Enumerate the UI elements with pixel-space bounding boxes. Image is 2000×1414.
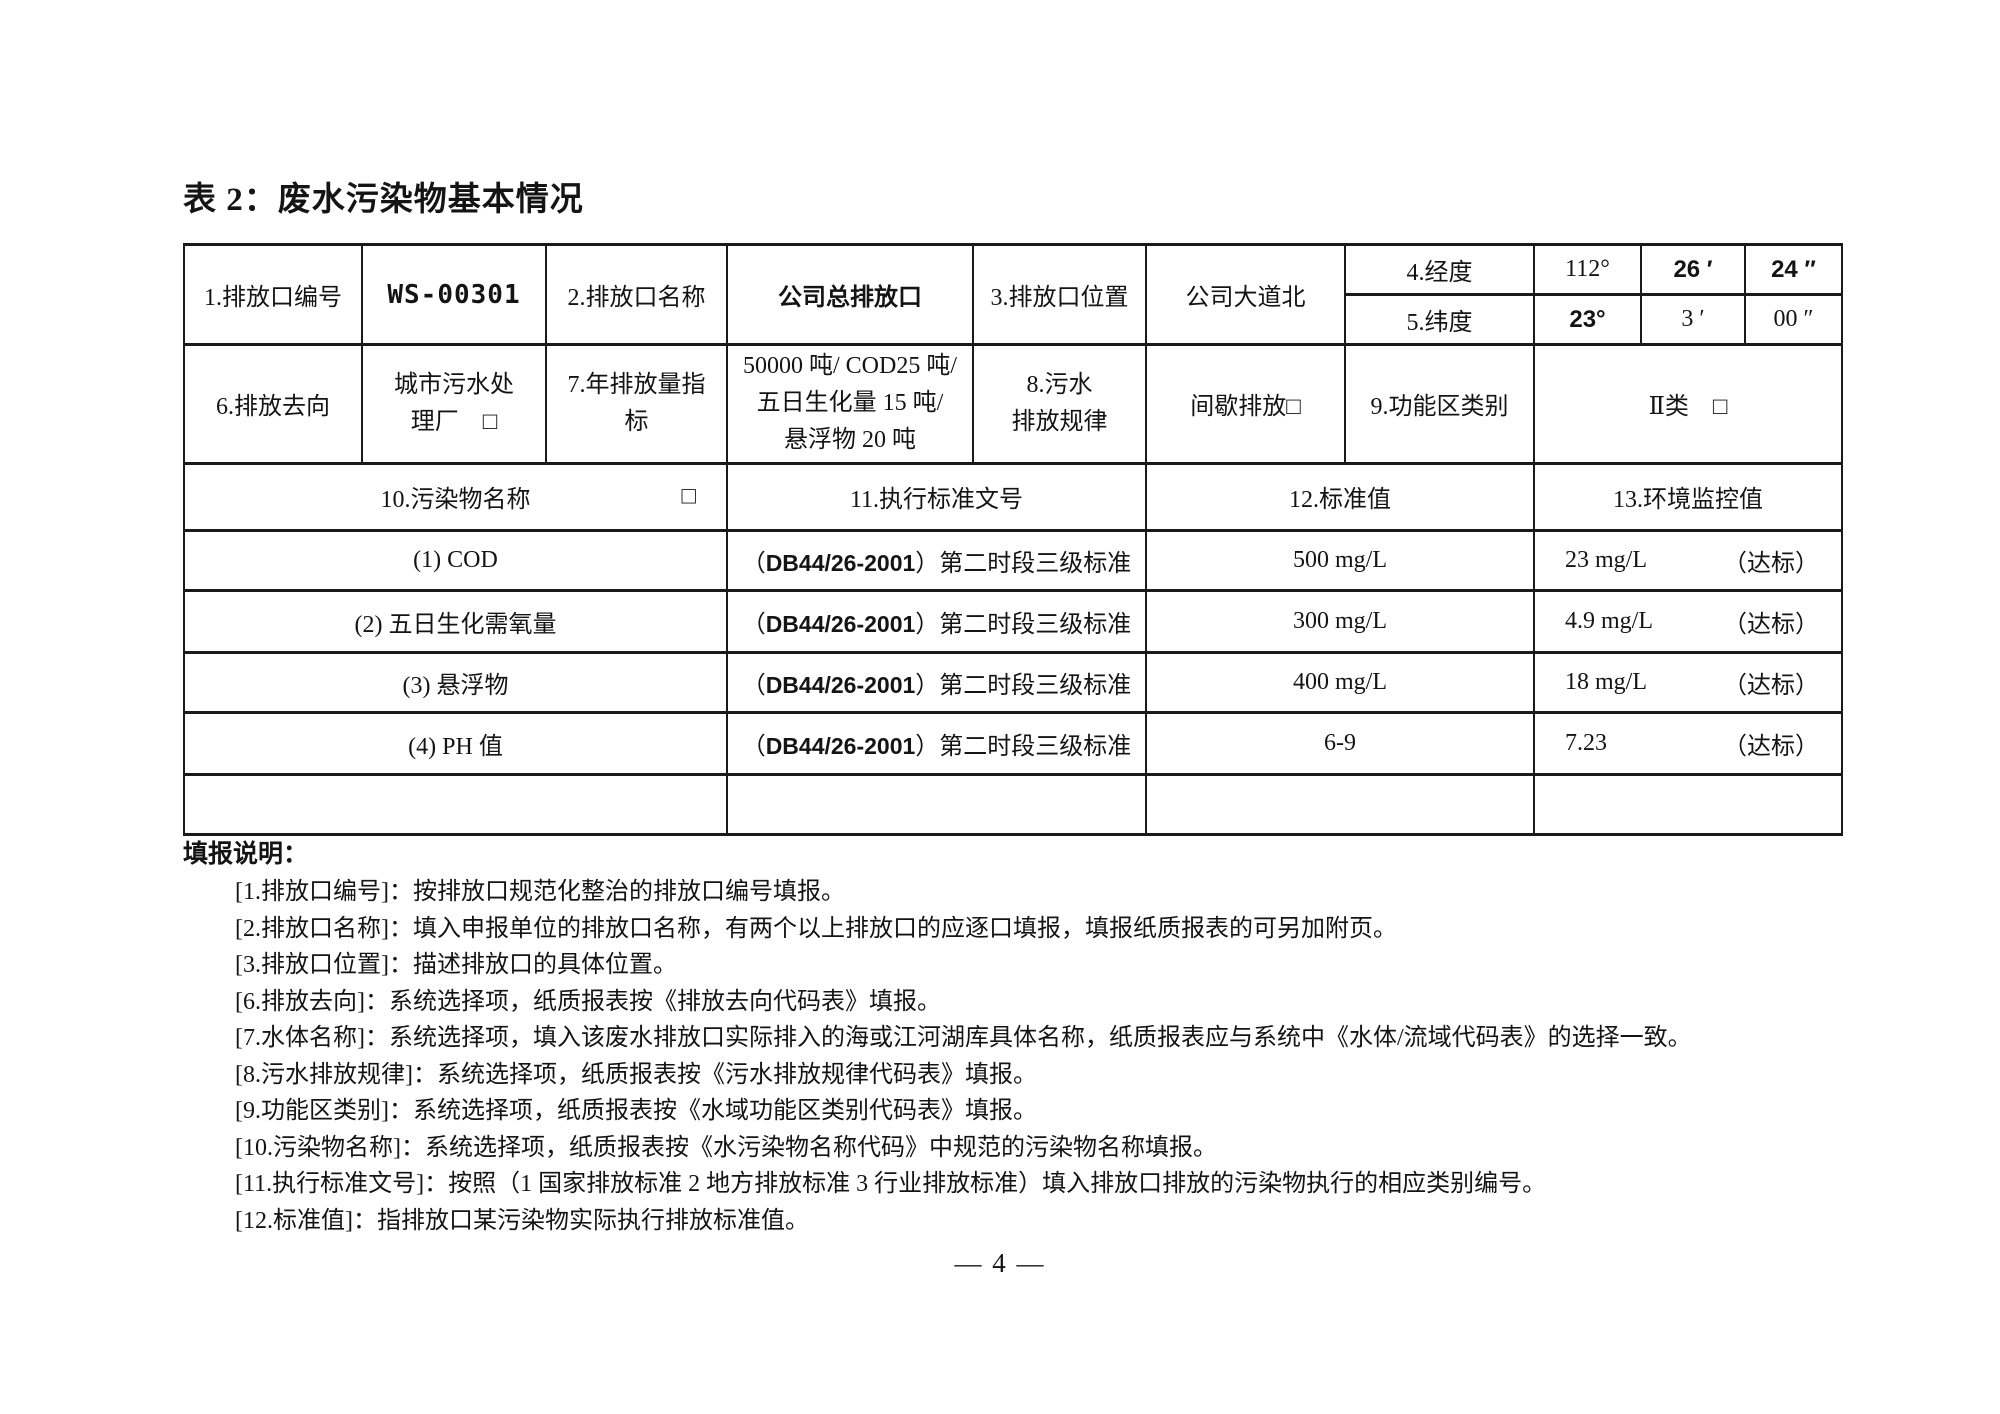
outlet-name-label: 2.排放口名称 (545, 243, 728, 346)
standard-code: DB44/26-2001 (765, 610, 916, 637)
longitude-minutes: 26 ′ (1640, 243, 1746, 296)
pollutant-monitor: 23 mg/L （达标） (1533, 528, 1843, 592)
discharge-destination-value: 城市污水处 理厂 □ (361, 343, 547, 465)
empty-row (183, 772, 1843, 836)
monitor-value: 23 mg/L (1565, 546, 1647, 573)
latitude-seconds: 00 ″ (1744, 293, 1843, 346)
table-row: 5.纬度 23° 3 ′ 00 ″ (184, 293, 1843, 346)
outlet-name-value: 公司总排放口 (726, 243, 974, 346)
standard-text: ）第二时段三级标准 (915, 672, 1132, 699)
note-line: [6.排放去向]：系统选择项，纸质报表按《排放去向代码表》填报。 (235, 988, 941, 1015)
pollutant-standard: （DB44/26-2001）第二时段三级标准 (726, 588, 1147, 654)
note-line: [9.功能区类别]：系统选择项，纸质报表按《水域功能区类别代码表》填报。 (235, 1098, 1037, 1124)
empty-cell (1145, 772, 1535, 836)
pollutant-standard: （DB44/26-2001）第二时段三级标准 (726, 650, 1147, 714)
longitude-label: 4.经度 (1344, 243, 1535, 296)
monitor-value: 7.23 (1565, 729, 1607, 756)
discharge-pattern-label: 8.污水 排放规律 (972, 343, 1147, 465)
table-row: 1.排放口编号 WS-00301 2.排放口名称 公司总排放口 3.排放口位置 … (183, 243, 1843, 346)
annual-discharge-value: 50000 吨/ COD25 吨/ 五日生化量 15 吨/ 悬浮物 20 吨 (726, 343, 974, 465)
wastewater-pollutant-table: 1.排放口编号 WS-00301 2.排放口名称 公司总排放口 3.排放口位置 … (183, 243, 1843, 836)
discharge-pattern-value: 间歇排放□ (1145, 343, 1346, 465)
page-title: 表 2：废水污染物基本情况 (183, 182, 584, 218)
outlet-location-label: 3.排放口位置 (972, 243, 1147, 346)
pollutant-row: (2) 五日生化需氧量 （DB44/26-2001）第二时段三级标准 300 m… (183, 588, 1843, 654)
pollutant-standard: （DB44/26-2001）第二时段三级标准 (726, 528, 1147, 592)
standard-code: DB44/26-2001 (765, 671, 916, 698)
note-line: [3.排放口位置]：描述排放口的具体位置。 (235, 952, 677, 978)
pollutant-name-header: 10.污染物名称 □ (183, 461, 728, 532)
pollutant-row: (3) 悬浮物 （DB44/26-2001）第二时段三级标准 400 mg/L … (183, 650, 1843, 714)
note-line: [11.执行标准文号]：按照（1 国家排放标准 2 地方排放标准 3 行业排放标… (235, 1171, 1547, 1197)
table-row: 6.排放去向 城市污水处 理厂 □ 7.年排放量指 标 50000 吨/ COD… (183, 343, 1843, 465)
pollutant-name: (4) PH 值 (183, 710, 728, 776)
monitor-status: （达标） (1723, 733, 1819, 760)
notes-heading: 填报说明： (183, 840, 309, 868)
standard-text: ）第二时段三级标准 (915, 733, 1132, 760)
latitude-minutes: 3 ′ (1640, 293, 1746, 346)
latitude-label: 5.纬度 (1344, 293, 1535, 346)
note-line: [2.排放口名称]：填入申报单位的排放口名称，有两个以上排放口的应逐口填报，填报… (235, 915, 1397, 942)
function-zone-value: Ⅱ类 □ (1533, 343, 1843, 465)
pollutant-name: (3) 悬浮物 (183, 650, 728, 714)
pollutant-standard: （DB44/26-2001）第二时段三级标准 (726, 710, 1147, 776)
standard-number-header: 11.执行标准文号 (726, 461, 1147, 532)
monitor-status: （达标） (1723, 550, 1819, 577)
filling-instructions: 填报说明： [1.排放口编号]：按排放口规范化整治的排放口编号填报。 [2.排放… (183, 834, 1923, 1239)
empty-cell (183, 772, 728, 836)
standard-text: ）第二时段三级标准 (915, 611, 1132, 638)
monitor-value: 18 mg/L (1565, 668, 1647, 695)
pollutant-monitor: 4.9 mg/L （达标） (1533, 588, 1843, 654)
latitude-degrees: 23° (1533, 293, 1642, 346)
monitor-value-header: 13.环境监控值 (1533, 461, 1843, 532)
note-line: [10.污染物名称]：系统选择项，纸质报表按《水污染物名称代码》中规范的污染物名… (235, 1134, 1217, 1161)
monitor-value: 4.9 mg/L (1565, 607, 1653, 634)
notes-list: [1.排放口编号]：按排放口规范化整治的排放口编号填报。 [2.排放口名称]：填… (183, 874, 1923, 1239)
outlet-number-label: 1.排放口编号 (183, 243, 363, 346)
standard-code: DB44/26-2001 (765, 732, 916, 759)
checkbox-icon: □ (681, 483, 697, 510)
monitor-status: （达标） (1723, 672, 1819, 699)
pollutant-limit: 6-9 (1145, 710, 1535, 776)
pollutant-monitor: 18 mg/L （达标） (1533, 650, 1843, 714)
standard-paren: （ (741, 672, 766, 699)
standard-paren: （ (741, 733, 766, 760)
longitude-degrees: 112° (1533, 243, 1642, 296)
outlet-number-value: WS-00301 (361, 243, 547, 346)
pollutant-name: (2) 五日生化需氧量 (183, 588, 728, 654)
standard-paren: （ (741, 550, 766, 577)
pollutant-row: (4) PH 值 （DB44/26-2001）第二时段三级标准 6-9 7.23… (183, 710, 1843, 776)
annual-discharge-label: 7.年排放量指 标 (545, 343, 728, 465)
pollutant-limit: 500 mg/L (1145, 528, 1535, 592)
note-line: [1.排放口编号]：按排放口规范化整治的排放口编号填报。 (235, 879, 845, 905)
note-line: [7.水体名称]：系统选择项，填入该废水排放口实际排入的海或江河湖库具体名称，纸… (235, 1025, 1692, 1051)
longitude-seconds: 24 ″ (1744, 243, 1843, 296)
pollutant-row: (1) COD （DB44/26-2001）第二时段三级标准 500 mg/L … (183, 528, 1843, 592)
pollutant-limit: 300 mg/L (1145, 588, 1535, 654)
pollutant-name-header-label: 10.污染物名称 (380, 487, 531, 514)
page-number: — 4 — (954, 1248, 1046, 1278)
pollutant-name: (1) COD (183, 528, 728, 592)
discharge-destination-label: 6.排放去向 (183, 343, 363, 465)
table-header-row: 10.污染物名称 □ 11.执行标准文号 12.标准值 13.环境监控值 (183, 461, 1843, 532)
standard-text: ）第二时段三级标准 (915, 550, 1132, 577)
standard-code: DB44/26-2001 (765, 549, 916, 576)
pollutant-monitor: 7.23 （达标） (1533, 710, 1843, 776)
empty-cell (726, 772, 1147, 836)
pollutant-limit: 400 mg/L (1145, 650, 1535, 714)
standard-paren: （ (741, 611, 766, 638)
function-zone-label: 9.功能区类别 (1344, 343, 1535, 465)
empty-cell (1533, 772, 1843, 836)
note-line: [12.标准值]：指排放口某污染物实际执行排放标准值。 (235, 1207, 809, 1234)
outlet-location-value: 公司大道北 (1145, 243, 1346, 346)
note-line: [8.污水排放规律]：系统选择项，纸质报表按《污水排放规律代码表》填报。 (235, 1061, 1037, 1088)
standard-value-header: 12.标准值 (1145, 461, 1535, 532)
monitor-status: （达标） (1723, 611, 1819, 638)
